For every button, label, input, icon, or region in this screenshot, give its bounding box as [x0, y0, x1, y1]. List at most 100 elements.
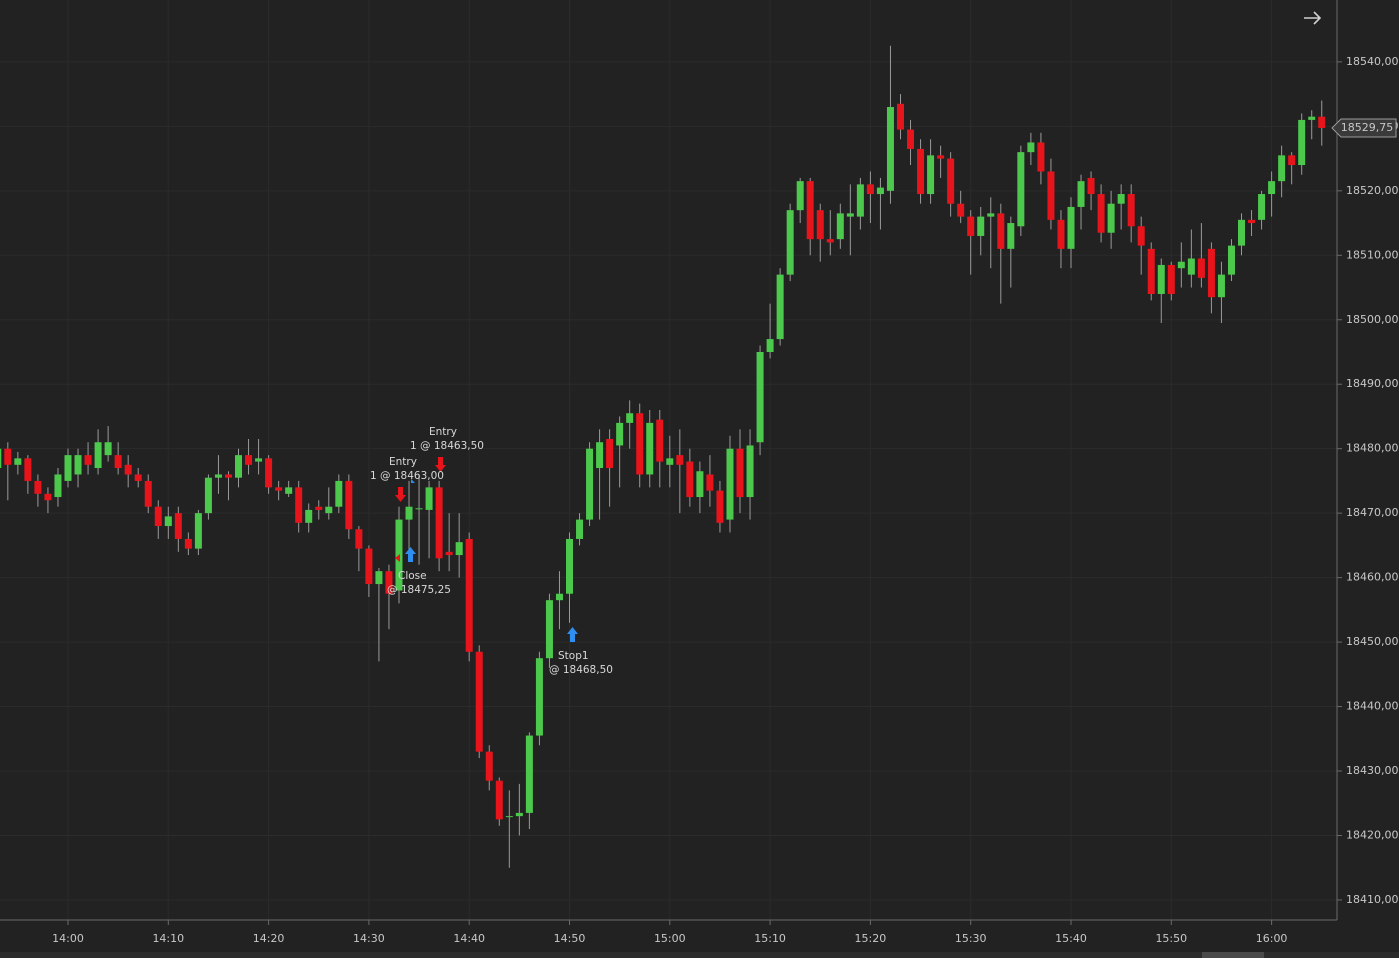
- candle-body: [576, 519, 584, 539]
- candle-body: [1047, 171, 1055, 220]
- candle-body: [154, 506, 162, 527]
- candle-body: [275, 487, 283, 491]
- candle-body: [214, 474, 222, 478]
- x-tick-label: 15:40: [1055, 932, 1087, 945]
- candle-body: [465, 538, 473, 652]
- candle-body: [224, 474, 232, 478]
- x-tick-label: 14:20: [253, 932, 285, 945]
- candle-body: [756, 351, 764, 443]
- candle-body: [967, 216, 975, 236]
- annotation: Entry: [429, 426, 457, 438]
- candle-body: [265, 458, 273, 488]
- candle-body: [786, 210, 794, 275]
- candle-body: [345, 480, 353, 530]
- candle-body: [124, 464, 132, 475]
- candle-body: [1258, 194, 1266, 220]
- x-tick-label: 16:00: [1256, 932, 1288, 945]
- candle-body: [716, 490, 724, 523]
- candle-body: [235, 455, 243, 478]
- candle-body: [335, 480, 343, 507]
- candle-body: [0, 448, 2, 469]
- candle-body: [656, 419, 664, 462]
- candle-body: [1227, 245, 1235, 275]
- x-tick-label: 15:10: [754, 932, 786, 945]
- candle-body: [706, 474, 714, 491]
- candle-body: [1197, 258, 1205, 278]
- candle-body: [425, 487, 433, 510]
- candle-body: [907, 129, 915, 149]
- buy-arrow: [567, 627, 578, 642]
- candle-body: [856, 184, 864, 217]
- candle-body: [1248, 219, 1256, 224]
- x-tick-label: 15:00: [654, 932, 686, 945]
- candle-body: [746, 445, 754, 498]
- axis: 18410,00 18420,00 18430,00 18440,00 18450,00…: [52, 55, 1398, 945]
- candle-body: [84, 455, 92, 465]
- candle-body: [535, 658, 543, 736]
- candle-body: [566, 538, 573, 594]
- candle-body: [1117, 194, 1125, 204]
- y-tick-label: 18500,00: [1346, 313, 1399, 326]
- candle-body: [1177, 261, 1185, 269]
- candle-body: [305, 509, 313, 523]
- candle-body: [485, 751, 493, 781]
- candle-body: [114, 455, 122, 469]
- candle-body: [1167, 264, 1175, 294]
- annotation: @ 18468,50: [549, 664, 613, 676]
- candle-body: [14, 458, 22, 465]
- candle-body: [766, 339, 774, 352]
- candle-body: [586, 448, 594, 520]
- candle-body: [646, 422, 654, 475]
- candle-body: [896, 103, 904, 130]
- candle-body: [1137, 226, 1145, 246]
- candle-body: [74, 455, 82, 475]
- candle-body: [1007, 223, 1015, 249]
- candle-body: [1057, 219, 1065, 249]
- candle-body: [1308, 116, 1316, 120]
- candle-body: [1268, 181, 1276, 195]
- candle-body: [375, 571, 383, 585]
- sell-arrow: [395, 487, 406, 502]
- sell-arrow: [435, 457, 446, 472]
- grid: [0, 0, 1337, 920]
- candles: [0, 45, 1326, 868]
- y-tick-label: 18470,00: [1346, 506, 1399, 519]
- fill-marker: [395, 554, 400, 562]
- trade-markers: [395, 457, 578, 642]
- candle-body: [325, 506, 333, 514]
- annotations: Entry 1 @ 18463,00 Entry 1 @ 18463,50 Cl…: [370, 426, 613, 676]
- candle-body: [1127, 194, 1135, 227]
- price-tag: 18529,75: [1331, 118, 1397, 138]
- candle-body: [174, 513, 182, 539]
- candle-body: [285, 487, 293, 494]
- candle-body: [726, 448, 734, 520]
- candle-body: [455, 542, 463, 556]
- scrollbar-thumb[interactable]: [1202, 952, 1264, 958]
- candle-body: [515, 812, 523, 817]
- candle-body: [676, 455, 684, 465]
- x-tick-label: 14:30: [353, 932, 385, 945]
- candle-body: [435, 487, 443, 559]
- candle-body: [957, 203, 965, 217]
- candle-body: [1147, 248, 1155, 294]
- x-tick-label: 15:30: [955, 932, 987, 945]
- candle-body: [696, 471, 704, 498]
- candle-body: [636, 413, 644, 475]
- candle-body: [596, 442, 604, 469]
- candle-body: [1217, 274, 1225, 298]
- candle-body: [1318, 116, 1326, 128]
- candle-body: [445, 551, 453, 556]
- candle-body: [686, 461, 694, 498]
- candle-body: [1187, 258, 1195, 275]
- candle-body: [104, 442, 112, 456]
- y-tick-label: 18460,00: [1346, 571, 1399, 584]
- candle-body: [977, 216, 985, 236]
- y-tick-label: 18540,00: [1346, 55, 1399, 68]
- candle-body: [194, 513, 202, 549]
- candle-body: [1037, 142, 1045, 172]
- scroll-right-button[interactable]: [1304, 11, 1322, 25]
- candle-body: [1288, 155, 1296, 166]
- candle-body: [475, 651, 483, 752]
- annotation: Entry: [389, 456, 417, 468]
